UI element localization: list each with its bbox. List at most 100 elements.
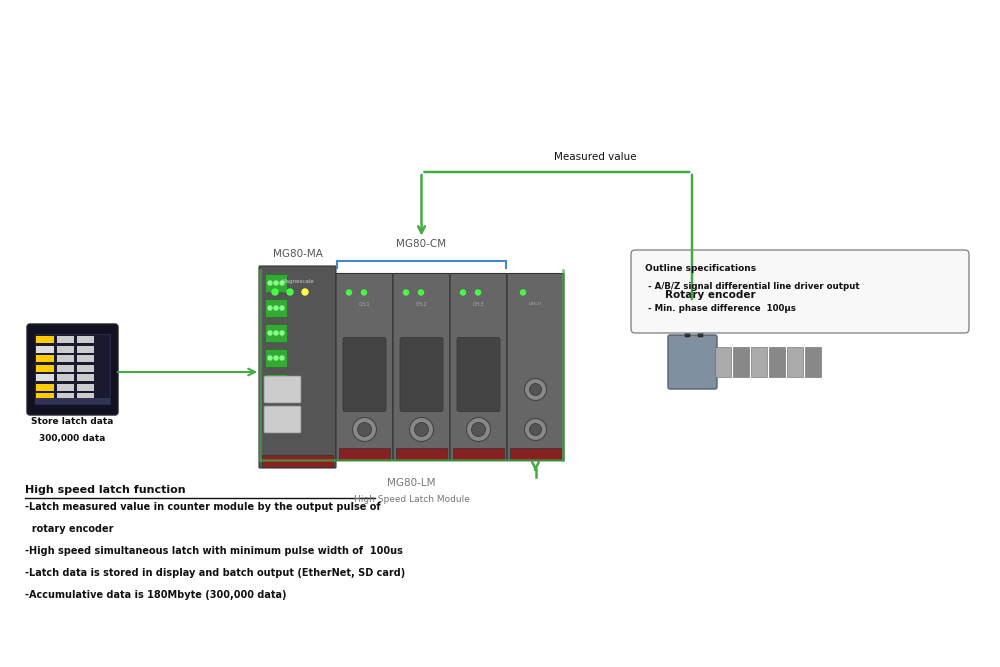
Circle shape [274,281,278,285]
Bar [57,374,74,381]
Bar [77,336,94,343]
Circle shape [460,290,466,295]
Circle shape [352,418,376,442]
Circle shape [268,306,272,310]
Bar [36,364,54,372]
Circle shape [274,306,278,310]
Bar [733,347,749,377]
Bar [36,384,54,390]
Bar [262,455,333,467]
Bar [715,347,731,377]
Text: rotary encoder: rotary encoder [25,524,114,534]
Text: Magnescale: Magnescale [281,279,314,284]
Circle shape [347,290,352,295]
Bar [265,349,287,367]
Circle shape [268,331,272,335]
Text: CH.2: CH.2 [416,302,427,307]
Text: High speed latch function: High speed latch function [25,485,186,495]
Bar [510,448,561,460]
Text: - Min. phase difference  100μs: - Min. phase difference 100μs [645,304,796,313]
Circle shape [274,356,278,360]
Bar [698,302,703,337]
Bar [35,334,110,404]
Circle shape [362,290,366,295]
Circle shape [419,290,424,295]
Bar [57,336,74,343]
FancyBboxPatch shape [400,338,443,412]
FancyBboxPatch shape [393,273,450,460]
Circle shape [415,422,429,436]
Circle shape [268,281,272,285]
Bar [77,374,94,381]
Text: -High speed simultaneous latch with minimum pulse width of  100us: -High speed simultaneous latch with mini… [25,546,403,556]
FancyBboxPatch shape [343,338,386,412]
Circle shape [268,381,272,385]
Bar [805,347,821,377]
Bar [57,393,74,400]
Circle shape [524,378,546,400]
Circle shape [272,289,278,295]
Circle shape [530,424,542,436]
Text: MG80-MA: MG80-MA [273,249,322,259]
Circle shape [524,418,546,440]
Bar [787,347,803,377]
Bar [36,336,54,343]
Text: High Speed Latch Module: High Speed Latch Module [354,494,469,504]
Circle shape [280,331,284,335]
Circle shape [358,422,372,436]
Bar [36,355,54,362]
Bar [396,448,447,460]
Circle shape [274,381,278,385]
Circle shape [410,418,434,442]
Bar [57,355,74,362]
Bar [77,346,94,352]
Bar [36,393,54,400]
Bar [685,302,690,337]
Text: MG80-LM: MG80-LM [387,478,436,488]
Circle shape [280,306,284,310]
Bar [265,299,287,317]
Bar [36,374,54,381]
Circle shape [520,290,526,295]
Circle shape [530,384,542,396]
Text: CH.1: CH.1 [359,302,370,307]
Circle shape [466,418,490,442]
Bar [453,448,504,460]
Text: Rotary encoder: Rotary encoder [665,290,756,300]
Bar [57,364,74,372]
Circle shape [302,289,308,295]
Bar [339,448,390,460]
Bar [265,274,287,292]
Text: Measured value: Measured value [554,152,637,162]
Text: MG80-CM: MG80-CM [396,239,447,249]
FancyBboxPatch shape [264,406,301,433]
Bar [57,346,74,352]
Circle shape [280,281,284,285]
Text: -Latch measured value in counter module by the output pulse of: -Latch measured value in counter module … [25,502,381,512]
FancyBboxPatch shape [457,338,500,412]
Text: -Accumulative data is 180Mbyte (300,000 data): -Accumulative data is 180Mbyte (300,000 … [25,590,287,600]
Text: CH.3: CH.3 [473,302,484,307]
Circle shape [404,290,409,295]
Text: -Latch data is stored in display and batch output (EtherNet, SD card): -Latch data is stored in display and bat… [25,568,405,578]
Circle shape [274,331,278,335]
Bar [77,393,94,400]
Bar [35,398,110,404]
Bar [751,347,767,377]
Text: - A/B/Z signal differential line driver output: - A/B/Z signal differential line driver … [645,282,860,291]
FancyBboxPatch shape [264,376,301,403]
Text: 300,000 data: 300,000 data [39,434,106,443]
FancyBboxPatch shape [668,335,717,389]
Text: LATCH: LATCH [529,303,542,307]
Circle shape [280,381,284,385]
Bar [77,364,94,372]
Bar [265,324,287,342]
FancyBboxPatch shape [259,266,336,468]
FancyBboxPatch shape [450,273,507,460]
Bar [57,384,74,390]
Bar [265,374,287,392]
FancyBboxPatch shape [631,250,969,333]
Circle shape [287,289,293,295]
Text: Store latch data: Store latch data [31,417,114,426]
Circle shape [476,290,480,295]
